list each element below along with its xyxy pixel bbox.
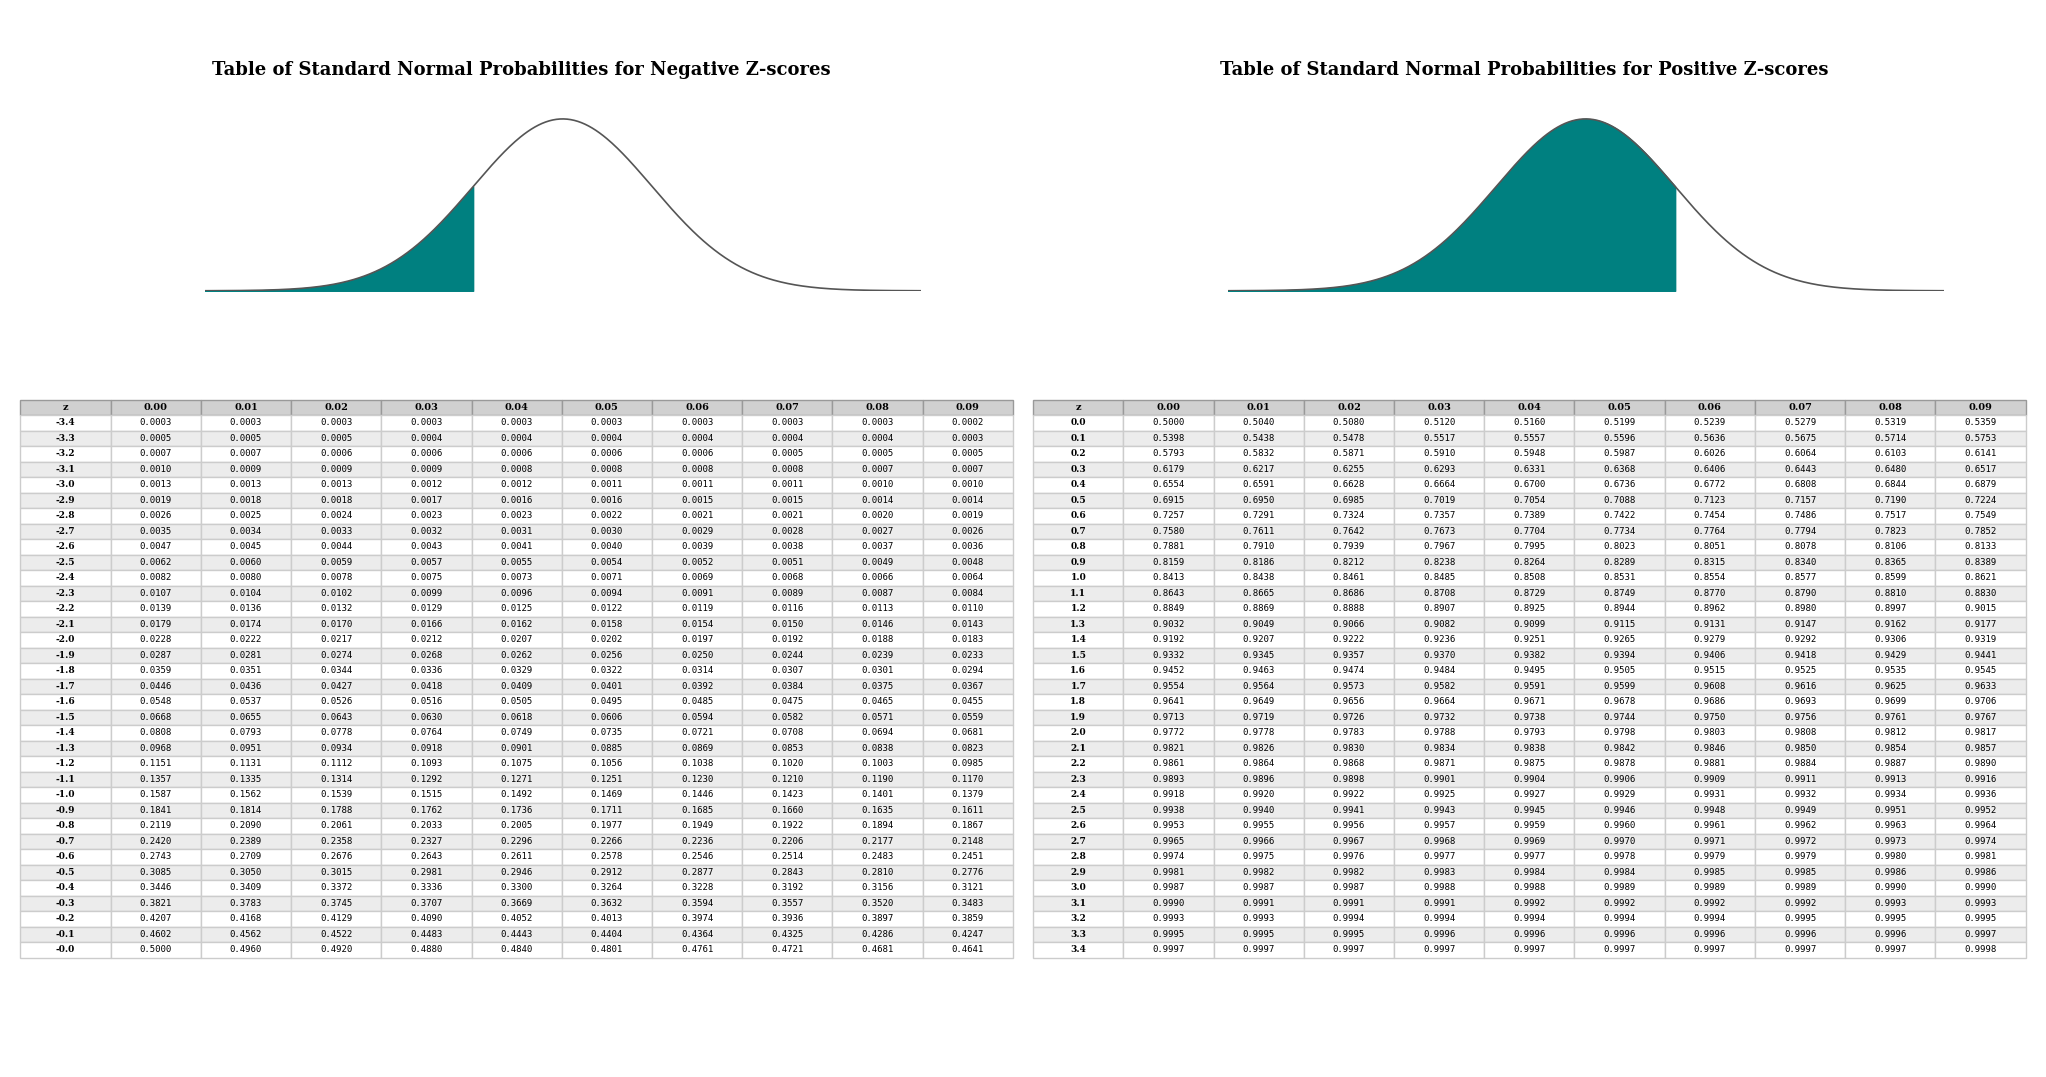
- Text: Table of Standard Normal Probabilities for Negative Z-scores: Table of Standard Normal Probabilities f…: [213, 61, 831, 79]
- Text: Table of Standard Normal Probabilities for Positive Z-scores: Table of Standard Normal Probabilities f…: [1219, 61, 1829, 79]
